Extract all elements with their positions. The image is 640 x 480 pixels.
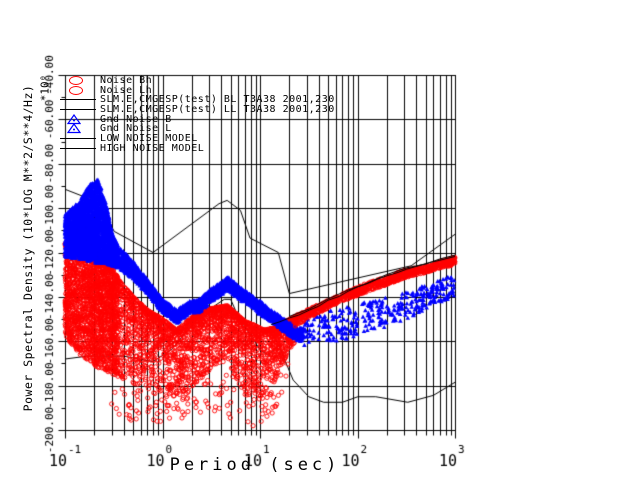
legend-item: LOW NOISE MODEL [60, 132, 335, 144]
legend-item-label: Noise Lh [100, 84, 153, 96]
y-axis-scale-factor: *10⁰ [38, 74, 52, 102]
legend-line-marker-icon [60, 134, 100, 144]
legend-item-label: HIGH NOISE MODEL [100, 142, 205, 154]
legend-item-label: SLM.E,CMGESP(test) BL T3A38 2001,230 [100, 94, 335, 106]
legend-item: Gnd Noise L [60, 123, 335, 135]
legend-item: Noise Lh [60, 84, 335, 96]
legend-line-marker-icon [60, 95, 100, 105]
legend-item-label: Gnd Noise L [100, 123, 172, 135]
legend-triangle-marker-icon [60, 123, 100, 134]
y-axis-title: Power Spectral Density (10*LOG M**2/S**4… [21, 84, 35, 412]
legend-item: Noise Bh [60, 74, 335, 86]
legend-item-label: LOW NOISE MODEL [100, 132, 198, 144]
legend-item: SLM.E,CMGESP(test) BL T3A38 2001,230 [60, 95, 335, 105]
legend-item-label: SLM.E,CMGESP(test) LL T3A38 2001,230 [100, 103, 335, 115]
legend-item-label: Gnd Noise B [100, 113, 172, 125]
legend-item: HIGH NOISE MODEL [60, 142, 335, 154]
legend-item: Gnd Noise B [60, 113, 335, 125]
legend-item: SLM.E,CMGESP(test) LL T3A38 2001,230 [60, 103, 335, 115]
x-axis-title: Period (sec) [169, 455, 341, 475]
legend-item-label: Noise Bh [100, 74, 153, 86]
plot-legend: Noise Bh Noise Lh SLM.E,CMGESP(test) BL T3… [60, 74, 335, 154]
legend-triangle-marker-icon [60, 113, 100, 125]
legend-line-marker-icon [60, 144, 100, 154]
legend-line-marker-icon [60, 105, 100, 115]
legend-circle-marker-icon [60, 75, 100, 86]
legend-circle-marker-icon [60, 85, 100, 96]
